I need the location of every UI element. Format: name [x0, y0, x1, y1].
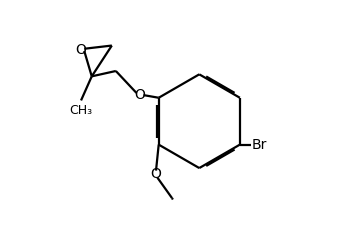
Text: O: O	[150, 167, 161, 181]
Text: Br: Br	[252, 138, 267, 152]
Text: O: O	[135, 88, 145, 102]
Text: CH₃: CH₃	[69, 104, 92, 117]
Text: O: O	[76, 43, 87, 57]
